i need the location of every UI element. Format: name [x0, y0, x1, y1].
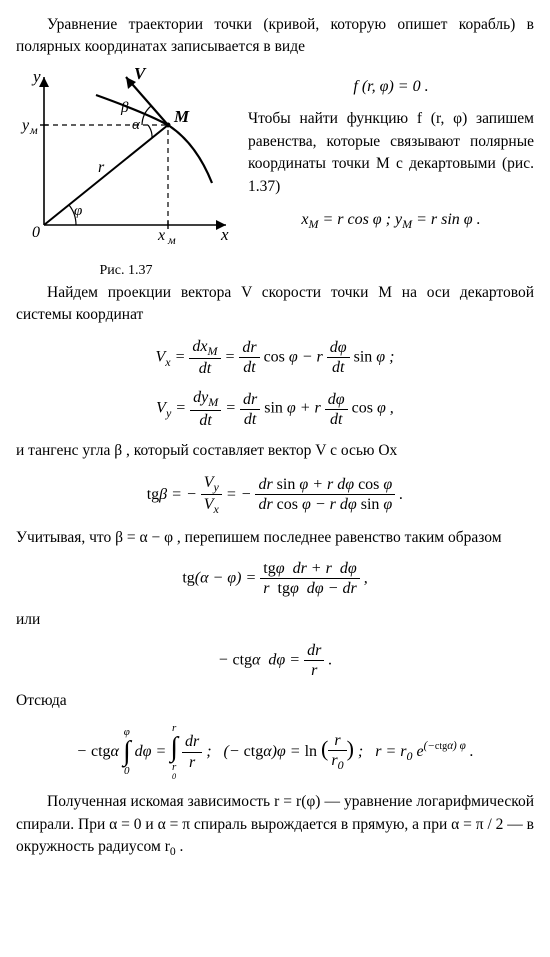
figure-column: 0 x y M V x м y м φ α β r Рис. 1.37 — [16, 65, 236, 282]
para-conclusion: Полученная искомая зависимость r = r(φ) … — [16, 791, 534, 861]
eq-f-r-phi: f (r, φ) = 0 . — [248, 75, 534, 98]
eq-integral: − ctgα φ∫0 dφ = r∫r0 drr ; (− ctgα)φ = l… — [16, 723, 534, 781]
para-considering: Учитывая, что β = α − φ , перепишем посл… — [16, 527, 534, 549]
para-find-function: Чтобы найти функцию f (r, φ) запишем рав… — [248, 108, 534, 198]
eq-cartesian: xM = r cos φ ; yM = r sin φ . — [248, 208, 534, 234]
para-or: или — [16, 609, 534, 631]
svg-text:x: x — [157, 227, 165, 244]
eq-tg-alpha-phi: tg(α − φ) = tgφ dr + r dφr tgφ dφ − dr , — [16, 559, 534, 598]
svg-text:α: α — [132, 117, 141, 133]
svg-text:м: м — [29, 123, 38, 137]
svg-text:V: V — [134, 65, 147, 83]
svg-text:м: м — [167, 233, 176, 247]
svg-text:y: y — [31, 67, 41, 86]
svg-text:x: x — [220, 225, 229, 244]
intro-para: Уравнение траектории точки (кривой, кото… — [16, 14, 534, 59]
para-hence: Отсюда — [16, 690, 534, 712]
svg-text:y: y — [20, 117, 30, 134]
eq-tgbeta: tgβ = − VyVx = − dr sin φ + r dφ cos φdr… — [16, 473, 534, 517]
svg-text:φ: φ — [74, 203, 82, 219]
para-tangent: и тангенс угла β , который составляет ве… — [16, 440, 534, 462]
right-text-column: f (r, φ) = 0 . Чтобы найти функцию f (r,… — [248, 65, 534, 282]
svg-text:0: 0 — [32, 224, 40, 241]
figure-and-text-row: 0 x y M V x м y м φ α β r Рис. 1.37 f (r… — [16, 65, 534, 282]
para-projections: Найдем проекции вектора V скорости точки… — [16, 282, 534, 327]
eq-ctg: − ctgα dφ = drr . — [16, 641, 534, 680]
figure-caption: Рис. 1.37 — [16, 261, 236, 281]
svg-text:β: β — [120, 100, 129, 116]
svg-text:M: M — [173, 107, 190, 126]
eq-vx: Vx = dxMdt = drdt cos φ − r dφdt sin φ ; — [16, 337, 534, 379]
eq-vy: Vy = dyMdt = drdt sin φ + r dφdt cos φ , — [16, 388, 534, 430]
trajectory-diagram: 0 x y M V x м y м φ α β r — [16, 65, 236, 250]
svg-text:r: r — [98, 159, 105, 176]
